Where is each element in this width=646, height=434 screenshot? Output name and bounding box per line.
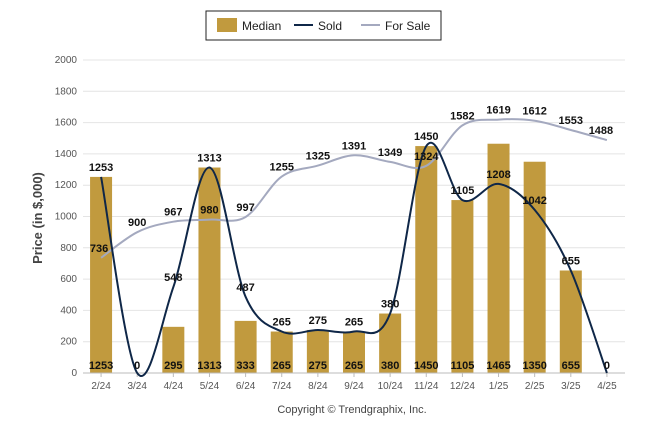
median-data-label: 655 bbox=[562, 360, 580, 372]
median-bar bbox=[306, 329, 329, 373]
sold-data-label: 275 bbox=[309, 315, 327, 327]
y-tick-label: 200 bbox=[60, 337, 77, 348]
x-tick-label: 3/25 bbox=[561, 381, 581, 392]
x-tick-label: 2/24 bbox=[91, 381, 111, 392]
y-axis-title: Price (in $,000) bbox=[30, 172, 45, 264]
median-bar bbox=[523, 161, 546, 373]
y-tick-label: 1000 bbox=[55, 212, 78, 223]
for-sale-data-label: 736 bbox=[90, 243, 108, 255]
for-sale-data-label: 1324 bbox=[414, 151, 439, 163]
median-data-label: 380 bbox=[381, 360, 399, 372]
for-sale-data-label: 1553 bbox=[559, 115, 583, 127]
median-bar bbox=[270, 331, 293, 373]
sold-data-label: 1042 bbox=[522, 195, 546, 207]
x-tick-label: 3/24 bbox=[127, 381, 147, 392]
legend: Median Sold For Sale bbox=[205, 10, 442, 41]
median-data-label: 295 bbox=[164, 360, 182, 372]
for-sale-line bbox=[100, 118, 608, 259]
median-data-label: 1105 bbox=[450, 360, 474, 372]
for-sale-data-label: 1391 bbox=[342, 140, 366, 152]
x-tick-label: 10/24 bbox=[378, 381, 403, 392]
median-data-label: 1253 bbox=[89, 360, 113, 372]
x-tick-label: 9/24 bbox=[344, 381, 364, 392]
legend-median-swatch bbox=[217, 18, 237, 32]
median-data-label: 333 bbox=[236, 360, 254, 372]
y-tick-label: 1600 bbox=[55, 118, 78, 129]
median-bar bbox=[162, 326, 185, 373]
sold-data-label: 265 bbox=[273, 317, 291, 329]
median-bar bbox=[559, 270, 582, 373]
median-bar bbox=[451, 200, 474, 373]
sold-data-label: 380 bbox=[381, 299, 399, 311]
median-bar bbox=[343, 331, 365, 373]
sold-data-label: 265 bbox=[345, 317, 363, 329]
y-tick-label: 800 bbox=[60, 243, 77, 254]
x-tick-label: 2/25 bbox=[525, 381, 545, 392]
median-data-label: 275 bbox=[309, 360, 327, 372]
y-tick-label: 600 bbox=[60, 274, 77, 285]
median-data-label: 1350 bbox=[522, 360, 546, 372]
median-data-label: 265 bbox=[273, 360, 291, 372]
x-tick-label: 1/25 bbox=[489, 381, 509, 392]
y-tick-label: 1800 bbox=[55, 86, 78, 97]
median-bar bbox=[487, 143, 510, 373]
median-bar bbox=[379, 313, 402, 373]
x-tick-label: 4/25 bbox=[597, 381, 617, 392]
x-tick-label: 8/24 bbox=[308, 381, 328, 392]
y-tick-label: 1400 bbox=[55, 149, 78, 160]
for-sale-data-label: 1488 bbox=[589, 125, 613, 137]
for-sale-data-label: 1349 bbox=[378, 147, 402, 159]
x-tick-label: 7/24 bbox=[272, 381, 292, 392]
for-sale-data-label: 1582 bbox=[450, 110, 474, 122]
median-bar bbox=[415, 146, 438, 373]
median-data-label: 1465 bbox=[486, 360, 510, 372]
for-sale-data-label: 1255 bbox=[269, 162, 293, 174]
for-sale-data-label: 900 bbox=[128, 217, 146, 229]
x-tick-label: 11/24 bbox=[414, 381, 439, 392]
median-bar bbox=[198, 167, 221, 373]
y-tick-label: 400 bbox=[60, 305, 77, 316]
sold-data-label: 1208 bbox=[486, 169, 510, 181]
median-data-label: 1313 bbox=[197, 360, 221, 372]
legend-for-sale-label: For Sale bbox=[385, 19, 431, 33]
for-sale-data-label: 980 bbox=[200, 205, 218, 217]
x-tick-label: 4/24 bbox=[164, 381, 184, 392]
for-sale-data-label: 967 bbox=[164, 207, 182, 219]
copyright: Copyright © Trendgraphix, Inc. bbox=[277, 404, 426, 416]
x-tick-label: 12/24 bbox=[450, 381, 475, 392]
sold-data-label: 1313 bbox=[197, 153, 221, 165]
sold-data-label: 1253 bbox=[89, 162, 113, 174]
for-sale-data-label: 1619 bbox=[486, 105, 510, 117]
legend-median-label: Median bbox=[242, 19, 281, 33]
y-tick-label: 1200 bbox=[55, 180, 78, 191]
for-sale-data-label: 1612 bbox=[522, 106, 546, 118]
sold-line bbox=[100, 141, 608, 377]
sold-data-label: 655 bbox=[562, 255, 580, 267]
median-data-label: 265 bbox=[345, 360, 363, 372]
y-tick-label: 2000 bbox=[55, 55, 78, 66]
median-data-label: 0 bbox=[604, 360, 610, 372]
sold-data-label: 487 bbox=[236, 282, 254, 294]
sold-data-label: 548 bbox=[164, 272, 182, 284]
for-sale-data-label: 1325 bbox=[306, 151, 330, 163]
median-bar bbox=[234, 320, 257, 373]
plot-area: 0 200 400 600 800 1000 1200 1400 1600 1800 2000 2/2… bbox=[55, 55, 625, 392]
x-tick-label: 6/24 bbox=[236, 381, 256, 392]
sold-data-label: 1105 bbox=[450, 185, 474, 197]
sold-data-label: 1450 bbox=[414, 131, 438, 143]
median-bar bbox=[90, 176, 113, 373]
median-data-label: 1450 bbox=[414, 360, 438, 372]
for-sale-data-label: 997 bbox=[236, 202, 254, 214]
legend-box bbox=[205, 10, 442, 41]
legend-sold-label: Sold bbox=[318, 19, 342, 33]
x-tick-label: 5/24 bbox=[200, 381, 220, 392]
y-tick-label: 0 bbox=[71, 368, 77, 379]
median-data-label: 0 bbox=[134, 360, 140, 372]
